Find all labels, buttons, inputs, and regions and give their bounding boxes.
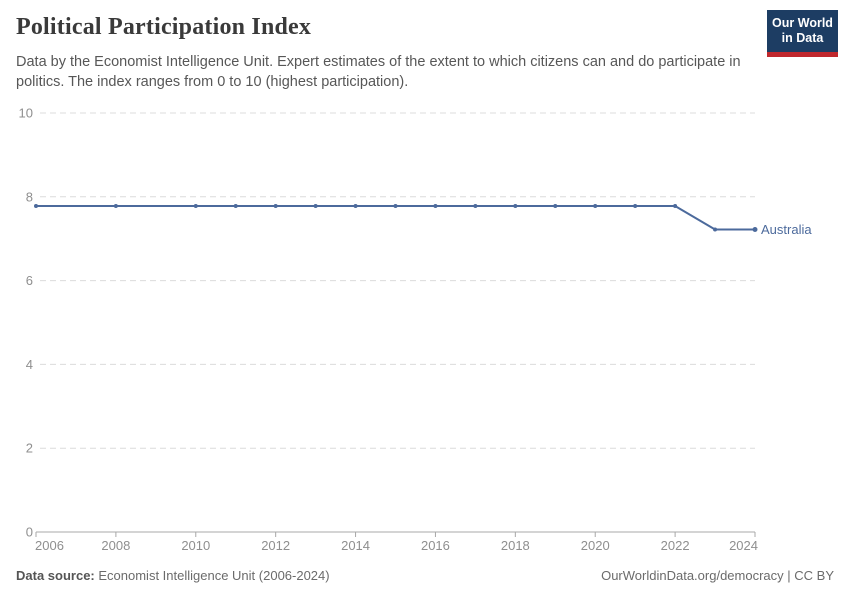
data-point[interactable] — [473, 204, 478, 209]
y-tick-label: 0 — [26, 525, 33, 540]
data-point[interactable] — [752, 226, 758, 232]
y-tick-label: 6 — [26, 273, 33, 288]
chart-subtitle: Data by the Economist Intelligence Unit.… — [16, 54, 741, 90]
data-point[interactable] — [353, 204, 358, 209]
data-point[interactable] — [553, 204, 558, 209]
data-source: Data source: Economist Intelligence Unit… — [16, 568, 330, 583]
x-tick-label: 2006 — [35, 538, 64, 553]
x-tick-label: 2020 — [581, 538, 610, 553]
y-tick-label: 10 — [19, 106, 33, 121]
x-tick-label: 2024 — [729, 538, 758, 553]
series-label-australia[interactable]: Australia — [761, 222, 812, 237]
data-point[interactable] — [34, 204, 38, 209]
chart-footer: Data source: Economist Intelligence Unit… — [16, 568, 834, 583]
data-point[interactable] — [393, 204, 398, 209]
footer-divider: | — [783, 568, 795, 583]
x-tick-label: 2010 — [181, 538, 210, 553]
y-tick-label: 4 — [26, 357, 33, 372]
x-tick-label: 2014 — [341, 538, 370, 553]
data-point[interactable] — [233, 204, 238, 209]
x-tick-label: 2016 — [421, 538, 450, 553]
page-title: Political Participation Index — [16, 14, 312, 40]
data-point[interactable] — [673, 204, 678, 209]
data-point[interactable] — [193, 204, 198, 209]
y-tick-label: 8 — [26, 189, 33, 204]
x-tick-label: 2012 — [261, 538, 290, 553]
series-line-australia[interactable] — [35, 205, 756, 231]
data-source-label: Data source: — [16, 568, 95, 583]
x-tick-label: 2008 — [101, 538, 130, 553]
y-tick-label: 2 — [26, 441, 33, 456]
data-source-text: Economist Intelligence Unit (2006-2024) — [94, 568, 330, 583]
x-tick-label: 2018 — [501, 538, 530, 553]
owid-logo[interactable]: Our World in Data — [767, 10, 838, 57]
data-point[interactable] — [633, 204, 638, 209]
owid-logo-line2: in Data — [781, 31, 824, 46]
owid-logo-line1: Our World — [772, 16, 833, 30]
data-point[interactable] — [113, 204, 118, 209]
data-point[interactable] — [313, 204, 318, 209]
owid-url-link[interactable]: OurWorldinData.org/democracy — [601, 568, 784, 583]
data-point[interactable] — [513, 204, 518, 209]
license-link[interactable]: CC BY — [794, 568, 834, 583]
data-point[interactable] — [713, 227, 718, 232]
data-point[interactable] — [433, 204, 438, 209]
footer-links: OurWorldinData.org/democracy | CC BY — [601, 568, 834, 583]
data-point[interactable] — [593, 204, 598, 209]
x-tick-label: 2022 — [661, 538, 690, 553]
data-point[interactable] — [273, 204, 278, 209]
